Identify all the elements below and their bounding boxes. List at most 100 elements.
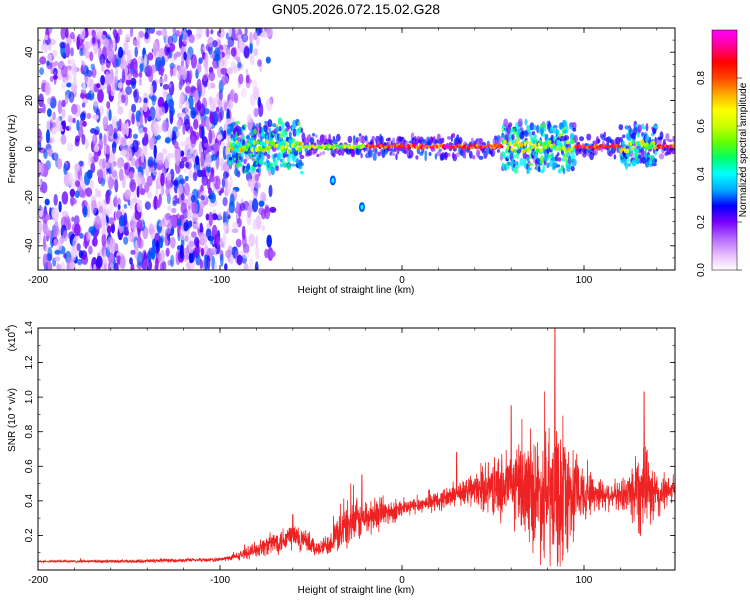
heatmap-cell — [245, 165, 251, 170]
heatmap-cell — [266, 154, 271, 160]
heatmap-cell — [61, 65, 68, 78]
heatmap-cell — [139, 70, 143, 79]
heatmap-cell — [516, 161, 519, 166]
heatmap-cell — [255, 215, 262, 230]
heatmap-cell — [39, 147, 46, 154]
heatmap-cell — [260, 132, 265, 137]
heatmap-cell — [193, 89, 199, 104]
heatmap-cell — [144, 28, 151, 31]
heatmap-cell — [297, 122, 301, 126]
heatmap-cell — [158, 78, 165, 84]
heatmap-x-ticks: -200 -100 0 100 — [28, 28, 658, 286]
heatmap-cell — [222, 222, 228, 232]
heatmap-cell — [199, 222, 203, 236]
heatmap-cell — [96, 255, 103, 269]
heatmap-cell — [229, 175, 233, 187]
heatmap-cell — [268, 145, 271, 150]
heatmap-cell — [205, 228, 212, 239]
heatmap-cell — [258, 167, 262, 173]
heatmap-cell — [125, 86, 132, 95]
heatmap-cell — [287, 125, 291, 129]
heatmap-cell — [299, 154, 305, 160]
heatmap-cell — [129, 257, 133, 265]
heatmap-blob-core — [360, 204, 364, 210]
heatmap-cell — [137, 55, 144, 65]
heatmap-cell — [190, 194, 196, 203]
heatmap-cell — [395, 153, 398, 161]
heatmap-cell — [529, 122, 535, 131]
heatmap-cell — [509, 141, 513, 146]
heatmap-cell — [636, 148, 639, 153]
heatmap-cell — [111, 115, 118, 125]
heatmap-cell — [58, 237, 63, 251]
heatmap-cell — [217, 98, 222, 108]
heatmap-cell — [84, 139, 89, 150]
heatmap-cell — [96, 83, 101, 89]
heatmap-cell — [436, 151, 442, 157]
heatmap-cell — [63, 163, 68, 175]
heatmap-cell — [39, 56, 47, 65]
heatmap-cell — [184, 85, 192, 94]
heatmap-cell — [38, 134, 43, 143]
heatmap-cell — [520, 142, 524, 148]
heatmap-cell — [187, 95, 194, 110]
y-tick-label: 0.6 — [24, 459, 35, 473]
heatmap-cell — [66, 142, 74, 152]
heatmap-cell — [570, 151, 575, 161]
heatmap-cell — [235, 121, 241, 125]
heatmap-cell — [492, 150, 496, 155]
heatmap-cell — [168, 98, 175, 109]
heatmap-cell — [387, 137, 391, 141]
heatmap-cell — [134, 46, 138, 58]
heatmap-cell — [162, 83, 170, 90]
heatmap-cell — [200, 195, 205, 201]
heatmap-cell — [265, 139, 269, 144]
heatmap-cell — [209, 110, 214, 124]
heatmap-cell — [570, 146, 574, 151]
colorbar-ticks: 0.0 0.2 0.4 0.6 0.8 — [696, 71, 742, 277]
heatmap-cell — [200, 233, 208, 246]
heatmap-cell — [121, 122, 128, 136]
heatmap-cell — [203, 58, 209, 69]
snr-y-multiplier: (x104) — [5, 325, 18, 352]
heatmap-cell — [441, 137, 445, 144]
heatmap-cell — [528, 131, 533, 138]
heatmap-cell — [69, 188, 76, 198]
heatmap-cell — [74, 190, 80, 199]
heatmap-cell — [543, 141, 547, 146]
heatmap-cell — [224, 263, 228, 270]
heatmap-cell — [136, 199, 143, 213]
heatmap-cell — [635, 141, 638, 146]
heatmap-cell — [202, 176, 207, 186]
heatmap-cell — [278, 125, 282, 132]
heatmap-cell — [447, 152, 451, 157]
heatmap-cell — [99, 105, 104, 116]
heatmap-cell — [293, 152, 299, 157]
heatmap-cell — [73, 215, 80, 226]
heatmap-cell — [624, 125, 629, 130]
heatmap-cell — [118, 168, 124, 182]
heatmap-cell — [562, 167, 566, 175]
heatmap-cell — [51, 208, 56, 219]
heatmap-cell — [113, 262, 119, 270]
heatmap-cell — [216, 134, 223, 141]
heatmap-cell — [121, 137, 127, 147]
heatmap-cell — [159, 261, 164, 270]
heatmap-cell — [128, 152, 133, 159]
heatmap-cell — [38, 108, 44, 114]
heatmap-cell — [185, 245, 189, 261]
heatmap-cell — [69, 261, 76, 270]
heatmap-cell — [143, 97, 148, 104]
heatmap-cell — [222, 196, 228, 207]
heatmap-cell — [190, 136, 197, 148]
heatmap-cell — [560, 135, 565, 142]
heatmap-cell — [179, 160, 185, 169]
heatmap-cell — [265, 97, 273, 112]
heatmap-cell — [81, 102, 86, 108]
heatmap-cell — [216, 235, 220, 248]
heatmap-cell — [116, 157, 124, 169]
heatmap-cell — [337, 149, 342, 156]
heatmap-cell — [76, 119, 80, 131]
heatmap-cell — [130, 215, 137, 231]
heatmap-cell — [252, 218, 257, 230]
